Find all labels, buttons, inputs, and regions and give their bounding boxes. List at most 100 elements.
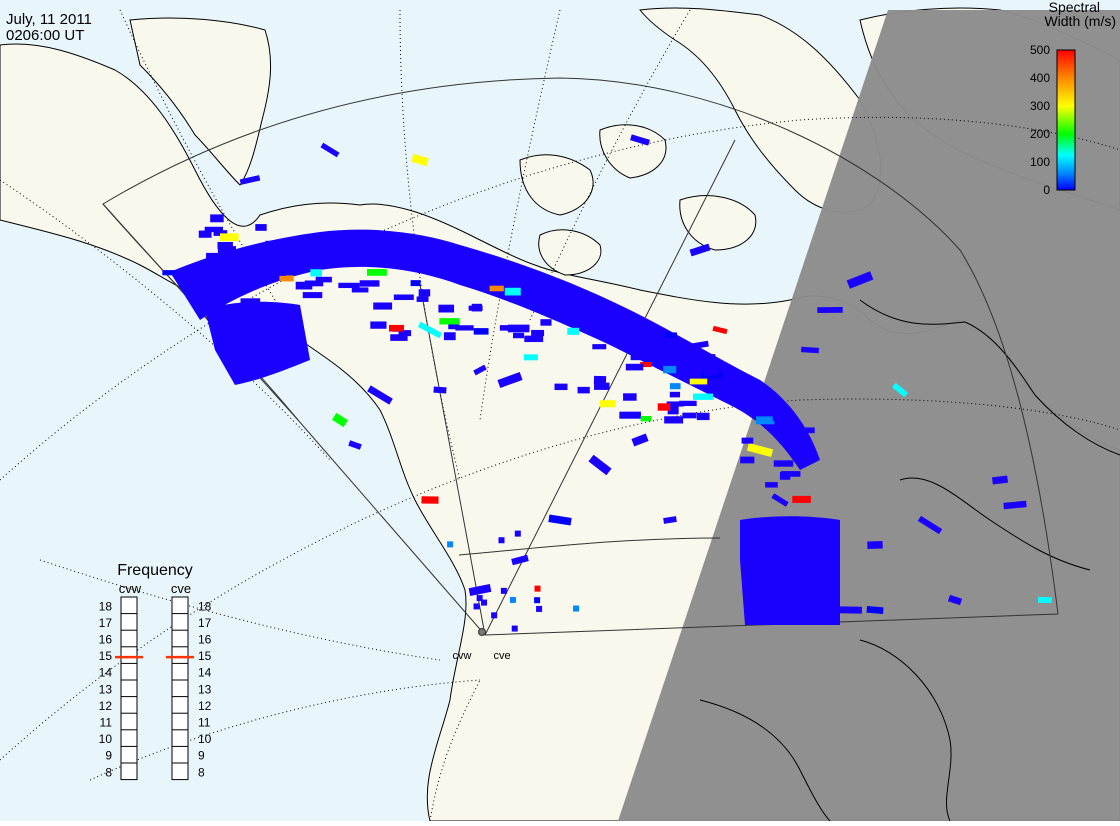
scatter-cell: [497, 372, 523, 388]
scatter-cell: [867, 541, 883, 549]
scatter-cell: [667, 406, 679, 415]
alaska-land: [129, 17, 272, 186]
scatter-cell: [540, 319, 552, 326]
night-coastlines: [699, 299, 1120, 822]
frequency-tick-label: 17: [198, 616, 212, 630]
scatter-cell: [619, 411, 641, 419]
scatter-cell: [567, 327, 579, 335]
scatter-cell: [625, 363, 644, 371]
frequency-radar-cve: cve: [171, 581, 191, 596]
scatter-cell: [476, 595, 483, 602]
scatter-cell: [511, 554, 529, 566]
scatter-cell: [532, 302, 555, 309]
scatter-cell: [646, 354, 663, 362]
scatter-cell: [663, 516, 677, 524]
scatter-cell: [352, 242, 365, 250]
scatter-cell: [664, 332, 677, 338]
scatter-cell: [513, 332, 525, 339]
radar-site-marker: cvw cve: [453, 628, 511, 662]
frequency-panel: Frequency cvw cve 1817161514131211109818…: [99, 562, 212, 781]
scatter-cell: [389, 257, 402, 264]
scatter-cell: [679, 400, 697, 407]
scatter-cell: [508, 295, 527, 303]
scatter-cell: [630, 354, 651, 361]
scatter-cell: [682, 412, 697, 419]
arctic-island-3: [538, 229, 602, 276]
radar-site-dot: [478, 628, 486, 636]
scatter-cell: [691, 340, 709, 350]
scatter-cell: [231, 257, 253, 264]
scatter-cell: [320, 142, 340, 158]
scatter-cell: [669, 383, 681, 390]
frequency-title: Frequency: [117, 562, 193, 579]
frequency-tick-label: 16: [99, 633, 113, 647]
frequency-tick-label: 14: [99, 666, 113, 680]
scatter-cell: [367, 385, 393, 405]
scatter-cell: [473, 603, 480, 610]
scatter-cell: [310, 269, 322, 277]
scatter-cell: [534, 597, 541, 604]
scatter-cell: [473, 328, 489, 335]
frequency-column: [171, 596, 189, 781]
scatter-cell: [771, 493, 789, 507]
scatter-cell: [438, 304, 455, 313]
scatter-cell: [465, 272, 476, 280]
scatter-cell: [240, 298, 261, 305]
scatter-cell: [197, 269, 216, 276]
scatter-cell: [255, 224, 267, 231]
scatter-cell: [359, 280, 380, 287]
frequency-tick-label: 17: [99, 616, 113, 630]
scatter-cell: [217, 241, 233, 250]
scatter-cell: [773, 460, 794, 467]
scatter-cell: [514, 530, 521, 537]
scatter-cell: [531, 329, 545, 337]
scatter-cell: [573, 605, 580, 612]
frequency-tick-label: 18: [198, 599, 212, 613]
scatter-cell: [421, 496, 439, 504]
scatter-cell: [846, 271, 874, 289]
scatter-cell: [393, 294, 414, 301]
scatter-cell: [239, 277, 261, 284]
scatter-cell: [498, 537, 505, 544]
scatter-cell: [274, 268, 286, 276]
scatter-cell: [524, 274, 546, 282]
scatter-cell: [559, 289, 577, 295]
scatter-cell: [1037, 596, 1053, 604]
scatter-cell: [500, 587, 507, 594]
arctic-island-2: [599, 124, 667, 179]
scatter-cell: [548, 514, 572, 526]
scatter-cell: [471, 273, 488, 280]
scatter-cell: [206, 252, 223, 261]
scatter-cell: [348, 440, 362, 450]
frequency-tick-label: 14: [198, 666, 212, 680]
frequency-tick-label: 15: [198, 649, 212, 663]
scatter-cell: [697, 354, 716, 360]
scatter-cell: [588, 454, 612, 476]
scatter-cell: [213, 230, 228, 236]
scatter-cell: [239, 175, 261, 185]
scatter-cell: [418, 289, 431, 297]
scatter-cell: [666, 401, 684, 407]
scatter-cell: [703, 367, 719, 376]
colorbar-gradient: [1056, 49, 1076, 191]
graticule: [0, 9, 1120, 822]
scatter-cell: [260, 249, 274, 256]
scatter-cell: [792, 495, 811, 503]
scatter-cell: [433, 386, 447, 394]
scatter-cell: [202, 273, 215, 282]
scatter-cell: [741, 437, 754, 444]
scatter-cell: [302, 292, 323, 299]
scatter-cell: [355, 256, 371, 264]
arctic-island-1: [519, 154, 594, 216]
frequency-tick-label: 9: [105, 749, 112, 763]
scatter-cell: [219, 233, 239, 242]
scatter-cell: [534, 585, 541, 592]
scatter-cell: [416, 296, 429, 302]
scatter-cell: [315, 276, 332, 283]
scatter-cell: [640, 416, 652, 422]
scatter-cell: [370, 321, 387, 329]
scatter-cell: [592, 344, 607, 350]
scatter-cell: [817, 306, 843, 314]
scatter-cell: [212, 262, 223, 270]
